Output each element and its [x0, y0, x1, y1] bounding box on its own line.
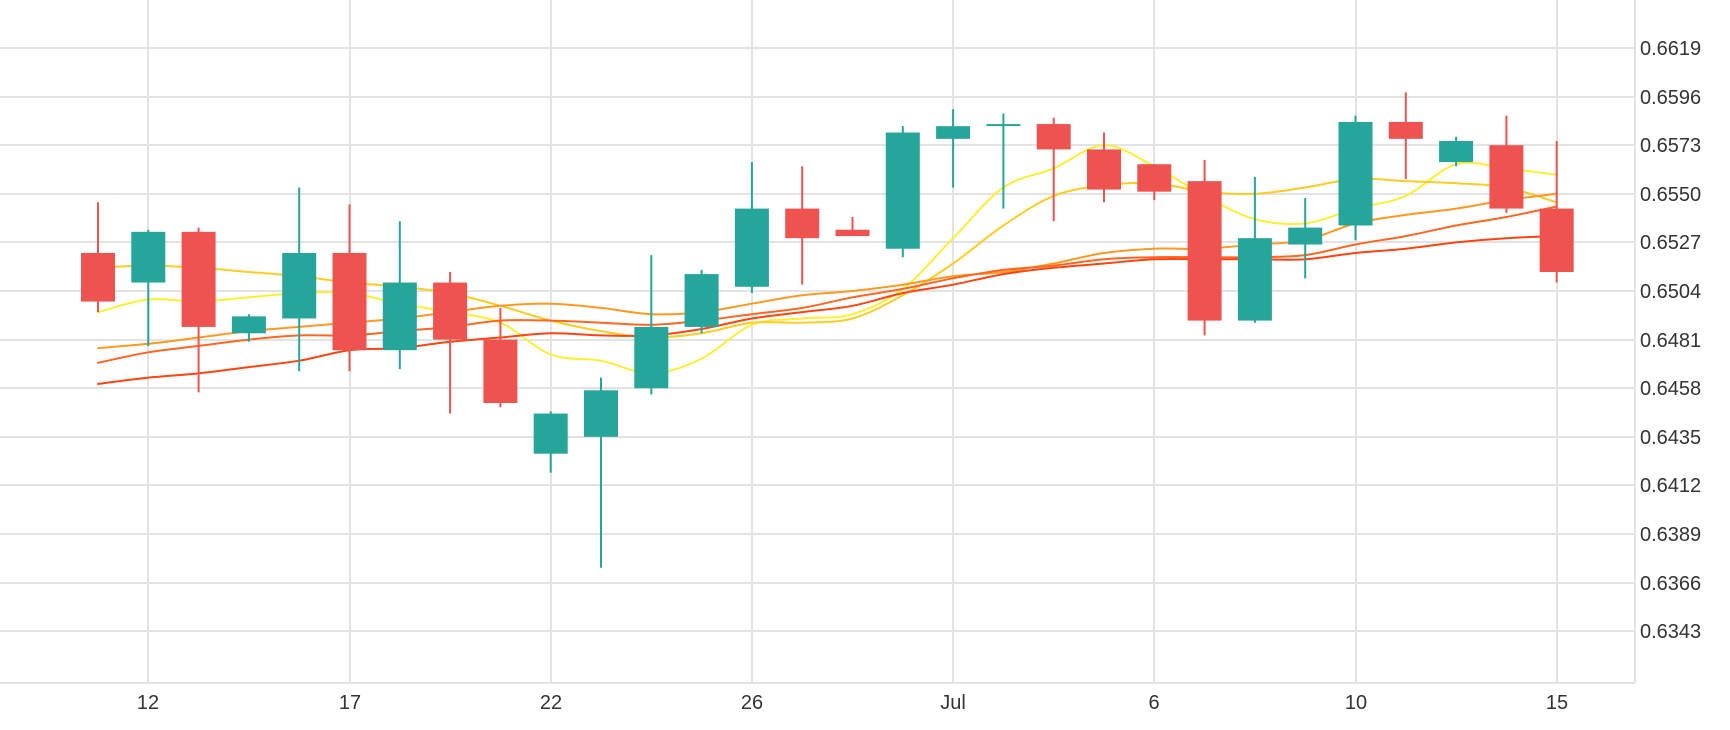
candle-body [181, 231, 216, 327]
y-tick-label: 0.6527 [1640, 232, 1701, 254]
time-axis: 12 17 22 26 Jul 6 10 15 [137, 692, 1568, 714]
candle-down [81, 202, 115, 313]
x-tick-label: 6 [1148, 692, 1159, 714]
moving-average-line-2 [97, 177, 1558, 339]
candle-up [684, 269, 719, 334]
candle-body [1388, 121, 1423, 139]
candle-body [634, 326, 669, 389]
x-tick-label: 15 [1546, 692, 1568, 714]
y-tick-label: 0.6366 [1640, 573, 1701, 595]
candle-body [1087, 149, 1121, 190]
candle-body [734, 208, 769, 287]
candle-body [332, 252, 367, 351]
candle-up [584, 377, 618, 568]
candle-body [936, 126, 971, 139]
candle-down [483, 307, 518, 408]
candle-body [986, 124, 1021, 127]
candle-body [1137, 164, 1172, 192]
y-tick-label: 0.6458 [1640, 378, 1701, 400]
candle-body [885, 132, 920, 249]
candle-down [1087, 132, 1121, 203]
candle-body [433, 282, 468, 340]
candle-down [1137, 164, 1172, 201]
candle-body [282, 252, 317, 319]
candle-down [1539, 140, 1574, 283]
moving-average-line-5 [97, 235, 1558, 385]
candle-up [1288, 198, 1323, 279]
candle-body [131, 231, 166, 283]
y-tick-label: 0.6504 [1640, 281, 1701, 303]
candle-up [382, 221, 417, 370]
candle-body [1187, 181, 1222, 321]
candle-up [634, 255, 669, 395]
candle-body [1288, 227, 1323, 245]
candle-body [1489, 145, 1524, 209]
candle-down [1489, 115, 1524, 213]
candle-down [1388, 92, 1423, 180]
y-tick-label: 0.6619 [1640, 38, 1701, 60]
y-tick-label: 0.6343 [1640, 621, 1701, 643]
y-tick-label: 0.6481 [1640, 330, 1701, 352]
candle-body [1539, 208, 1574, 272]
candle-body [533, 413, 568, 454]
candle-body [584, 390, 618, 437]
candle-down [785, 166, 820, 285]
candle-body [382, 282, 417, 351]
y-tick-label: 0.6550 [1640, 184, 1701, 206]
candle-down [1036, 117, 1071, 222]
candle-up [231, 314, 266, 342]
y-tick-label: 0.6435 [1640, 427, 1701, 449]
candle-up [131, 229, 166, 346]
candle-body [1338, 121, 1373, 226]
candle-body [1237, 238, 1272, 321]
candle-body [684, 274, 719, 327]
y-tick-label: 0.6596 [1640, 87, 1701, 109]
candle-up [885, 126, 920, 258]
moving-average-lines [97, 144, 1558, 385]
candle-down [1187, 159, 1222, 336]
x-tick-label: 26 [741, 692, 763, 714]
candle-up [936, 109, 971, 188]
candle-down [835, 217, 870, 237]
candle-body [1036, 124, 1071, 150]
candles-group [81, 92, 1574, 568]
candle-up [986, 113, 1021, 209]
candle-body [785, 208, 820, 239]
x-tick-label: 10 [1345, 692, 1367, 714]
x-tick-label: 17 [339, 692, 361, 714]
x-tick-label: 12 [137, 692, 159, 714]
x-tick-label: Jul [940, 692, 966, 714]
price-axis: 0.6343 0.6366 0.6389 0.6412 0.6435 0.6458 0.64… [1640, 38, 1701, 643]
horizontal-gridlines [0, 0, 1636, 684]
y-tick-label: 0.6389 [1640, 524, 1701, 546]
candle-down [181, 227, 216, 393]
candle-up [1338, 115, 1373, 241]
candle-down [433, 271, 468, 414]
moving-average-line-3 [97, 192, 1558, 350]
candle-up [1439, 136, 1474, 167]
candle-body [231, 316, 266, 334]
candle-down [332, 204, 367, 372]
y-tick-label: 0.6412 [1640, 475, 1701, 497]
candle-up [1237, 176, 1272, 323]
candle-up [282, 187, 317, 372]
x-tick-label: 22 [540, 692, 562, 714]
candle-body [1439, 140, 1474, 163]
candle-up [533, 411, 568, 473]
candle-up [734, 162, 769, 294]
candle-body [483, 339, 518, 403]
candle-body [81, 252, 115, 302]
candle-body [835, 229, 870, 237]
y-tick-label: 0.6573 [1640, 135, 1701, 157]
